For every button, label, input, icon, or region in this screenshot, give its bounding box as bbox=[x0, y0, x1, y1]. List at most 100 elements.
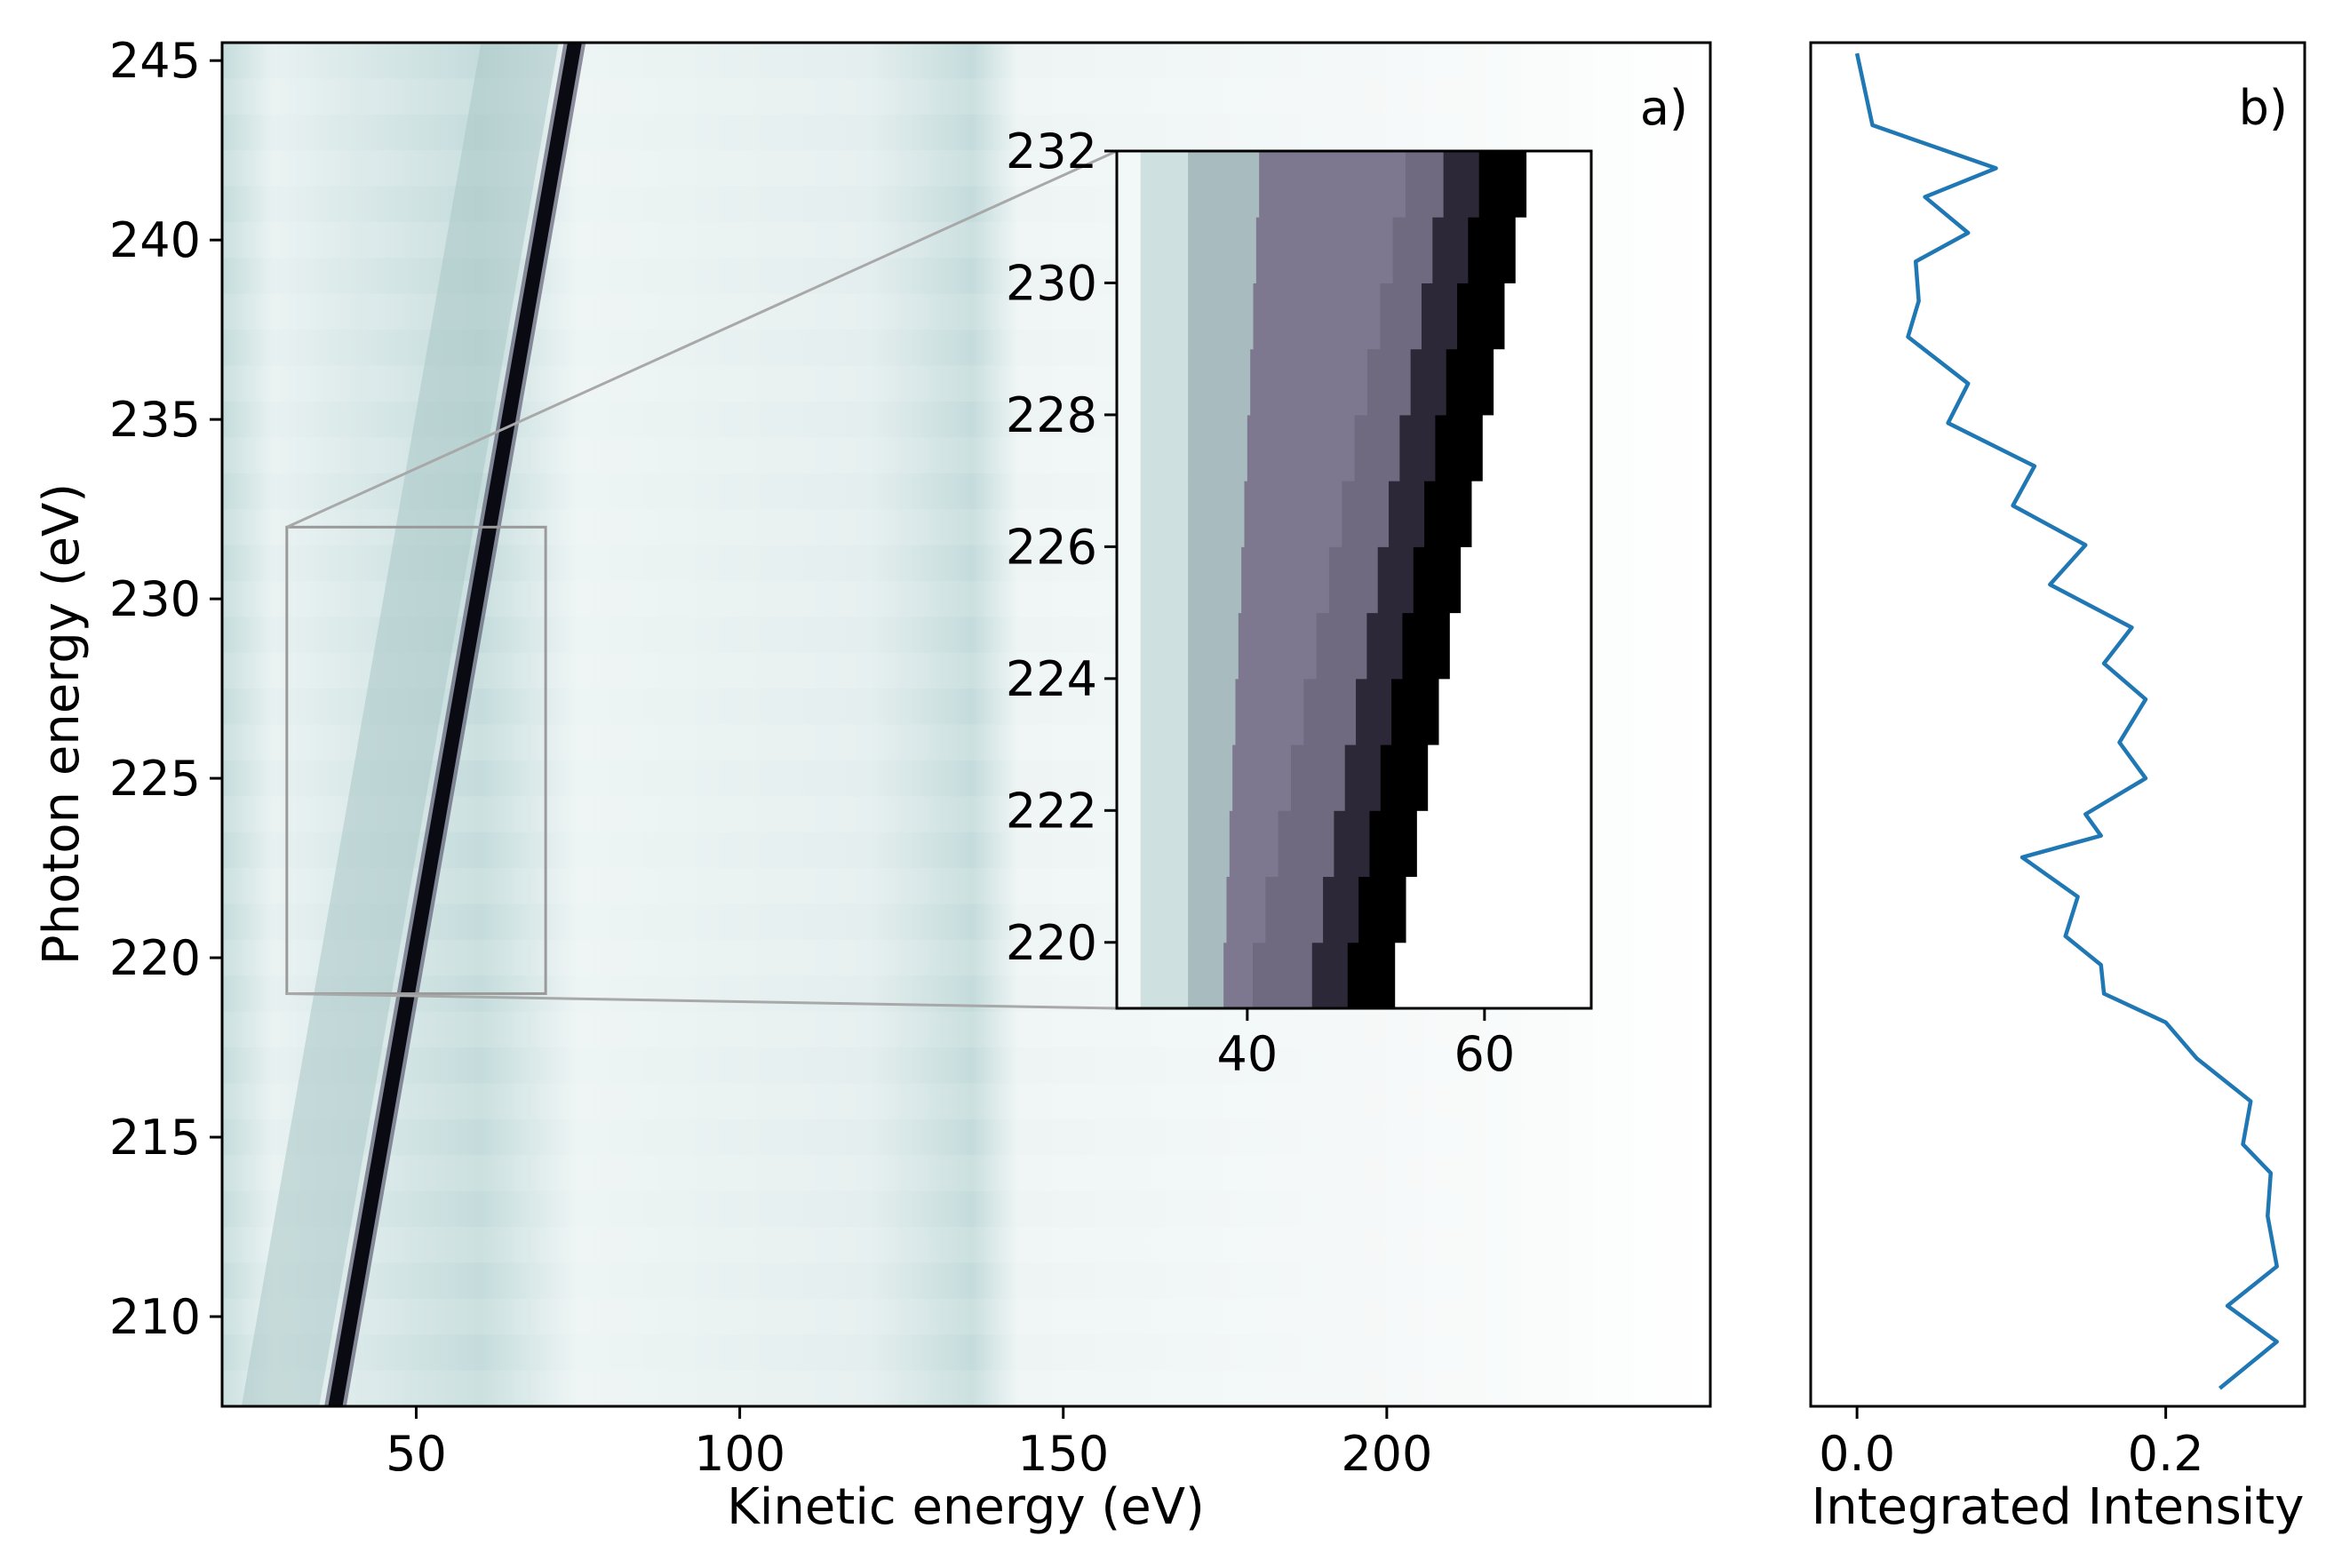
inset-cell bbox=[1413, 546, 1462, 614]
inset-cell bbox=[1117, 810, 1142, 878]
inset-cell bbox=[1377, 546, 1414, 614]
x-tick-label: 100 bbox=[694, 1426, 785, 1482]
inset-y-tick-label: 230 bbox=[1006, 255, 1097, 311]
inset-cell bbox=[1389, 481, 1425, 547]
x-tick-label: 150 bbox=[1017, 1426, 1109, 1482]
inset-cell bbox=[1188, 612, 1239, 680]
main-axes-frame bbox=[220, 41, 1712, 1408]
inset-cell bbox=[1253, 942, 1313, 1008]
inset-y-tick-label: 232 bbox=[1006, 123, 1097, 179]
right-x-tick-label: 0.2 bbox=[2128, 1426, 2204, 1482]
panel-a: 50 100 150 200 210 215 220 225 230 235 240 245 Kin… bbox=[33, 33, 1712, 1536]
inset-cell bbox=[1438, 678, 1591, 745]
right-axes-frame bbox=[1809, 41, 2306, 1408]
heatmap-side-band bbox=[241, 43, 559, 1406]
inset-cell bbox=[1140, 810, 1189, 878]
inset-cell bbox=[1278, 810, 1334, 878]
inset-cell bbox=[1380, 744, 1429, 811]
inset-cell bbox=[1232, 744, 1292, 811]
inset-cell bbox=[1468, 217, 1517, 283]
inset-cell bbox=[1323, 876, 1359, 943]
inset-cell bbox=[1226, 876, 1266, 943]
inset-y-tick-label: 228 bbox=[1006, 387, 1097, 443]
inset-cell bbox=[1334, 810, 1370, 878]
inset-x-tick-label: 40 bbox=[1216, 1026, 1278, 1082]
inset-cell bbox=[1494, 348, 1591, 416]
inset-y-tick-label: 226 bbox=[1006, 519, 1097, 575]
inset-cell bbox=[1402, 612, 1451, 680]
inset-cell bbox=[1347, 942, 1396, 1008]
inset-cell bbox=[1366, 612, 1403, 680]
inset-cell bbox=[1457, 283, 1505, 350]
inset-frame bbox=[1115, 149, 1593, 1010]
y-tick-label: 235 bbox=[109, 392, 201, 448]
inset-cell bbox=[1140, 678, 1189, 745]
inset-cell bbox=[1140, 744, 1189, 811]
inset-cell bbox=[1140, 151, 1189, 218]
inset-cell bbox=[1421, 283, 1458, 350]
main-y-ticks: 210 215 220 225 230 235 240 245 bbox=[109, 33, 222, 1345]
heatmap-row-stripe bbox=[222, 1155, 1710, 1191]
inset-cell bbox=[1265, 876, 1324, 943]
y-tick-label: 230 bbox=[109, 571, 201, 627]
inset-cell bbox=[1432, 217, 1469, 283]
y-tick-label: 245 bbox=[109, 33, 201, 89]
inset-cell bbox=[1117, 151, 1142, 218]
inset-y-tick-label: 224 bbox=[1006, 651, 1097, 707]
inset-cell bbox=[1461, 546, 1591, 614]
inset-cell bbox=[1188, 876, 1227, 943]
inset-cell bbox=[1140, 876, 1189, 943]
right-x-tick-label: 0.0 bbox=[1819, 1426, 1895, 1482]
inset-cell bbox=[1117, 283, 1142, 350]
inset-cell bbox=[1140, 612, 1189, 680]
inset-cell bbox=[1406, 876, 1591, 943]
inset-cell bbox=[1290, 744, 1346, 811]
inset-cell bbox=[1140, 546, 1189, 614]
inset-cell bbox=[1303, 678, 1357, 745]
heatmap-row-stripe bbox=[222, 1011, 1710, 1048]
panel-b: 0.0 0.2 Integrated Intensity b) bbox=[1809, 41, 2306, 1536]
main-x-ticks: 50 100 150 200 bbox=[386, 1406, 1432, 1482]
inset-cell bbox=[1188, 481, 1246, 547]
inset-cell bbox=[1188, 217, 1257, 283]
inset-axes: 40 60 220 222 224 226 228 230 232 bbox=[1006, 123, 1593, 1082]
inset-heatmap bbox=[1117, 151, 1591, 1008]
inset-cell bbox=[1117, 876, 1142, 943]
inset-cell bbox=[1117, 481, 1142, 547]
heatmap-row-stripe bbox=[222, 1227, 1710, 1263]
inset-cell bbox=[1410, 348, 1447, 416]
inset-cell bbox=[1405, 151, 1445, 218]
inset-cell bbox=[1117, 217, 1142, 283]
inset-cell bbox=[1188, 348, 1251, 416]
y-tick-label: 215 bbox=[109, 1110, 201, 1166]
x-tick-label: 50 bbox=[386, 1426, 447, 1482]
inset-cell bbox=[1399, 414, 1436, 482]
inset-cell bbox=[1424, 481, 1472, 547]
inset-cell bbox=[1482, 414, 1591, 482]
inset-cell bbox=[1380, 283, 1422, 350]
inset-cell bbox=[1342, 481, 1390, 547]
inset-cell bbox=[1446, 348, 1494, 416]
heatmap-row-stripe bbox=[222, 1298, 1710, 1335]
inset-x-tick-label: 60 bbox=[1454, 1026, 1515, 1082]
inset-cell bbox=[1358, 876, 1407, 943]
inset-y-tick-label: 222 bbox=[1006, 783, 1097, 839]
inset-cell bbox=[1316, 612, 1367, 680]
inset-cell bbox=[1188, 546, 1242, 614]
peak-line bbox=[328, 43, 582, 1406]
heatmap-row-stripe bbox=[222, 1370, 1710, 1406]
integrated-intensity-line bbox=[1854, 52, 2279, 1390]
inset-cell bbox=[1244, 481, 1342, 547]
inset-cell bbox=[1416, 810, 1591, 878]
inset-cell bbox=[1250, 348, 1368, 416]
inset-cell bbox=[1354, 414, 1400, 482]
heatmap-row-stripe bbox=[222, 78, 1710, 115]
y-tick-label: 240 bbox=[109, 212, 201, 268]
inset-cell bbox=[1188, 942, 1224, 1008]
inset-y-ticks: 220 222 224 226 228 230 232 bbox=[1006, 123, 1117, 971]
inset-cell bbox=[1395, 942, 1591, 1008]
inset-cell bbox=[1117, 546, 1142, 614]
inset-cell bbox=[1188, 414, 1248, 482]
inset-cell bbox=[1188, 744, 1233, 811]
inset-cell bbox=[1515, 217, 1591, 283]
